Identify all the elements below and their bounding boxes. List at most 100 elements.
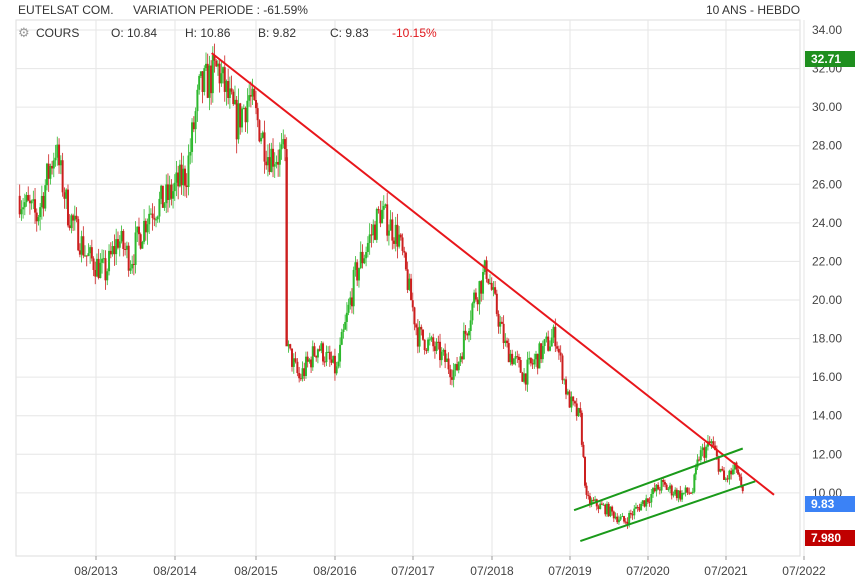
candle [248, 95, 251, 101]
candle [365, 252, 368, 259]
candle [155, 219, 158, 221]
candle [663, 481, 666, 485]
candle [587, 494, 590, 497]
candle [287, 344, 290, 347]
candle [516, 356, 519, 358]
candle [499, 321, 502, 327]
candle [374, 224, 377, 240]
candle [449, 369, 452, 378]
candle [153, 218, 156, 220]
trendline-resistance[interactable] [211, 52, 775, 496]
candle [454, 364, 457, 371]
candle [368, 234, 371, 243]
x-tick-label: 08/2013 [74, 564, 118, 578]
y-tick-label: 16.00 [812, 370, 842, 384]
candle [278, 149, 281, 165]
badge-last-bg [805, 496, 855, 512]
candle [710, 441, 713, 444]
period-label[interactable]: 10 ANS - HEBDO [706, 3, 800, 17]
series-legend[interactable]: ⚙ COURS [18, 26, 79, 41]
candle [652, 488, 655, 494]
candle [377, 208, 380, 211]
candle [322, 343, 325, 362]
y-tick-label: 24.00 [812, 216, 842, 230]
candle [72, 215, 75, 221]
candle [507, 343, 510, 363]
candle [52, 160, 55, 169]
candle [563, 379, 566, 381]
candle [461, 356, 464, 360]
badge-low: 7.980 [805, 530, 855, 546]
candle [616, 516, 619, 523]
candle [512, 358, 515, 365]
candle [182, 168, 185, 186]
candle [235, 99, 238, 140]
candle [740, 476, 743, 486]
candle [166, 184, 169, 200]
candle [70, 215, 73, 229]
candle [205, 63, 208, 69]
candle [679, 490, 682, 500]
candle [84, 255, 87, 257]
candle [552, 326, 555, 338]
trendline-channel-upper[interactable] [573, 447, 744, 512]
candle [187, 155, 190, 188]
gear-icon[interactable]: ⚙ [18, 26, 30, 41]
candle [216, 63, 219, 67]
candle [524, 373, 527, 385]
candle [393, 240, 396, 244]
candle [731, 469, 734, 475]
candle [646, 498, 649, 502]
candle [160, 185, 163, 199]
candle [420, 326, 423, 330]
candle [437, 341, 440, 343]
candle [134, 232, 137, 265]
candle [464, 330, 467, 334]
candle [273, 164, 276, 167]
candle [733, 462, 736, 470]
candle [304, 356, 307, 376]
candle [655, 484, 658, 492]
candle [73, 215, 76, 221]
candle [662, 480, 665, 482]
candle [225, 81, 228, 92]
candle [139, 234, 142, 249]
candle [694, 467, 697, 475]
candle [208, 65, 211, 98]
candle [677, 490, 680, 499]
candle [391, 219, 394, 241]
candle [149, 213, 152, 215]
candle [540, 343, 543, 360]
candle [517, 356, 520, 361]
candle [737, 469, 740, 475]
candle [570, 396, 573, 408]
candle [686, 487, 689, 493]
trendline-channel-lower[interactable] [579, 480, 756, 543]
candle [471, 303, 474, 321]
candle [298, 373, 301, 379]
candle [44, 185, 47, 209]
candle [332, 355, 335, 363]
candle [137, 226, 140, 235]
candle [283, 139, 286, 150]
x-tick-label: 07/2020 [626, 564, 670, 578]
x-tick-label: 08/2014 [153, 564, 197, 578]
candle [51, 166, 54, 169]
candle [158, 198, 161, 217]
candle [582, 444, 585, 457]
candle [691, 491, 694, 494]
candle [270, 148, 273, 172]
candle [242, 107, 245, 109]
candle [313, 346, 316, 356]
stock-name: EUTELSAT COM. [18, 3, 114, 17]
candle [118, 241, 121, 248]
candle [389, 219, 392, 231]
candle [310, 359, 313, 368]
candle [435, 341, 438, 351]
candle [478, 281, 481, 305]
candle [452, 370, 455, 380]
candle [631, 514, 634, 516]
candle [185, 185, 188, 188]
candle [670, 485, 673, 496]
